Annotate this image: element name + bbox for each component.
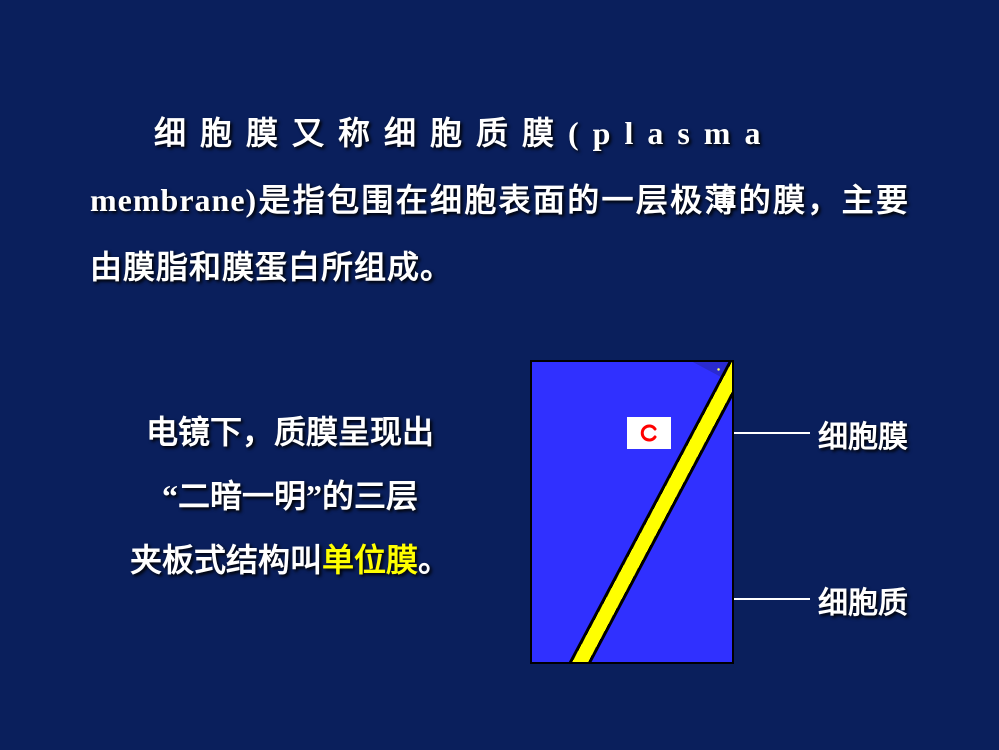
label-membrane: 细胞膜	[818, 412, 908, 456]
label-line-membrane	[734, 432, 810, 434]
label-cytoplasm: 细胞质	[818, 578, 908, 622]
diagram-area: 细胞膜 细胞质	[530, 360, 970, 680]
p1-line1: 细胞膜又称细胞质膜(plasma	[90, 100, 909, 167]
paragraph-1: 细胞膜又称细胞质膜(plasma membrane)是指包围在细胞表面的一层极薄…	[90, 100, 909, 302]
lower-section: 电镜下，质膜呈现出 “二暗一明”的三层 夹板式结构叫单位膜。 细胞膜 细胞质	[0, 360, 999, 710]
membrane-band	[545, 360, 734, 664]
label-line-cytoplasm	[734, 598, 810, 600]
p2-line3: 夹板式结构叫单位膜。	[90, 528, 490, 592]
slide-content: 细胞膜又称细胞质膜(plasma membrane)是指包围在细胞表面的一层极薄…	[90, 100, 909, 302]
paragraph-2: 电镜下，质膜呈现出 “二暗一明”的三层 夹板式结构叫单位膜。	[90, 400, 490, 592]
p2-line1: 电镜下，质膜呈现出	[90, 400, 490, 464]
p1-rest: membrane)是指包围在细胞表面的一层极薄的膜，主要由膜脂和膜蛋白所组成。	[90, 167, 909, 301]
c-marker-icon	[627, 417, 671, 449]
p2-line3-plain: 夹板式结构叫	[130, 542, 322, 578]
diagram-box	[530, 360, 734, 664]
p2-line3-highlight: 单位膜	[322, 542, 418, 578]
p2-line2: “二暗一明”的三层	[90, 464, 490, 528]
p2-line3-end: 。	[418, 542, 450, 578]
